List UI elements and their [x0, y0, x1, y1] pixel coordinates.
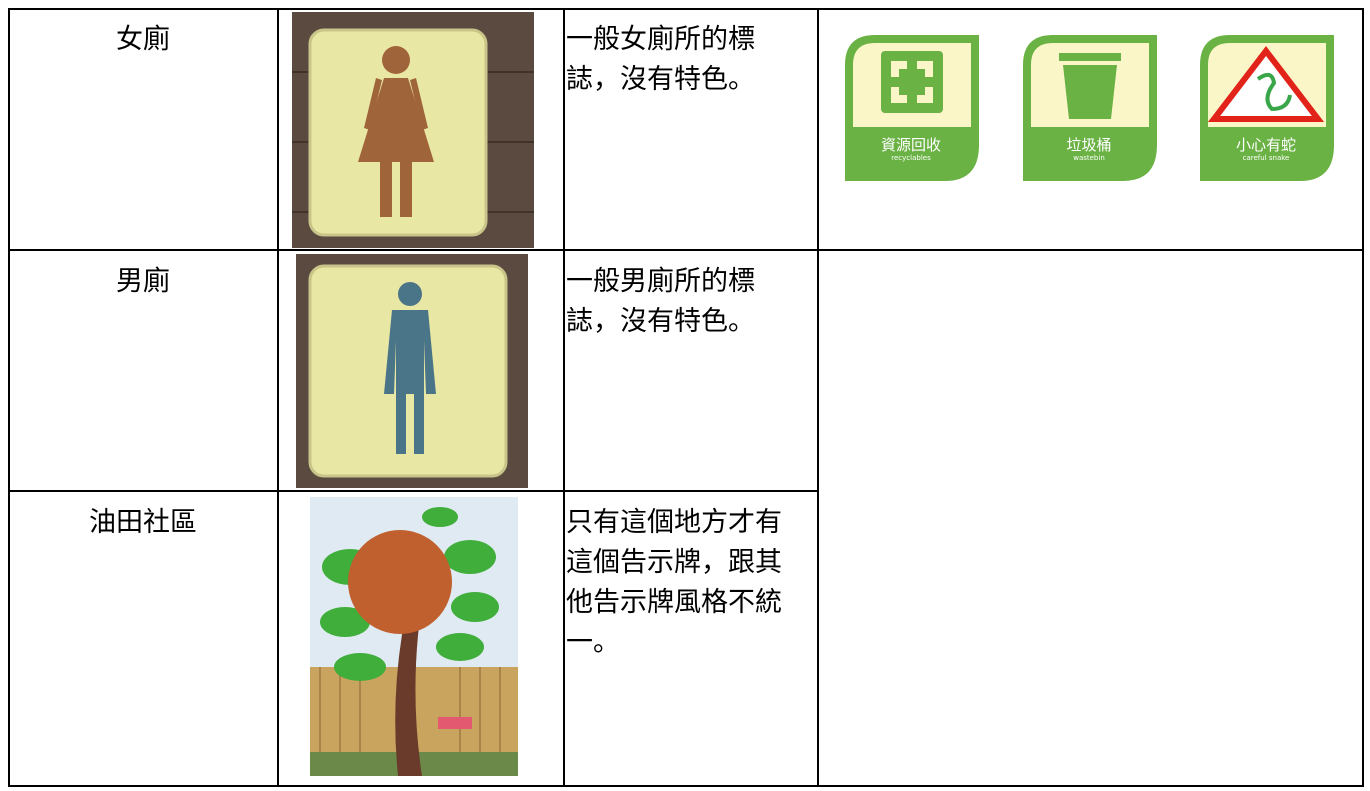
icon-caption: 資源回收 recyclables	[843, 137, 979, 163]
row-description: 只有這個地方才有這個告示牌，跟其他告示牌風格不統一。	[566, 507, 782, 658]
wastebin-icon	[1023, 35, 1157, 181]
icon-caption: 小心有蛇 careful snake	[1198, 137, 1334, 163]
row-description: 一般男廁所的標誌，沒有特色。	[566, 266, 755, 337]
table-border	[563, 8, 565, 787]
table-border	[8, 785, 1364, 787]
table-border	[817, 8, 819, 787]
icon-label: 小心有蛇	[1235, 136, 1296, 154]
table-border	[8, 8, 1364, 10]
row-description: 一般女廁所的標誌，沒有特色。	[566, 24, 755, 95]
snake-icon	[1200, 35, 1334, 181]
row-name: 男廁	[116, 266, 170, 297]
community-sign-photo	[310, 497, 518, 776]
icon-set	[845, 35, 1334, 181]
icon-caption: 垃圾桶 wastebin	[1021, 137, 1157, 163]
table-border	[8, 490, 819, 492]
icon-sublabel: recyclables	[891, 154, 931, 162]
table-border	[8, 249, 1364, 251]
row-name: 油田社區	[89, 507, 197, 538]
recycle-icon	[845, 35, 979, 181]
row-name: 女廁	[116, 24, 170, 55]
icon-sublabel: careful snake	[1242, 154, 1290, 162]
female-sign-photo	[292, 12, 534, 248]
icon-label: 資源回收	[880, 136, 941, 154]
table-border	[277, 8, 279, 787]
table-border	[1362, 8, 1364, 787]
table-border	[8, 8, 10, 787]
icon-sublabel: wastebin	[1073, 154, 1105, 162]
icon-label: 垃圾桶	[1066, 136, 1112, 154]
male-sign-photo	[296, 254, 528, 488]
